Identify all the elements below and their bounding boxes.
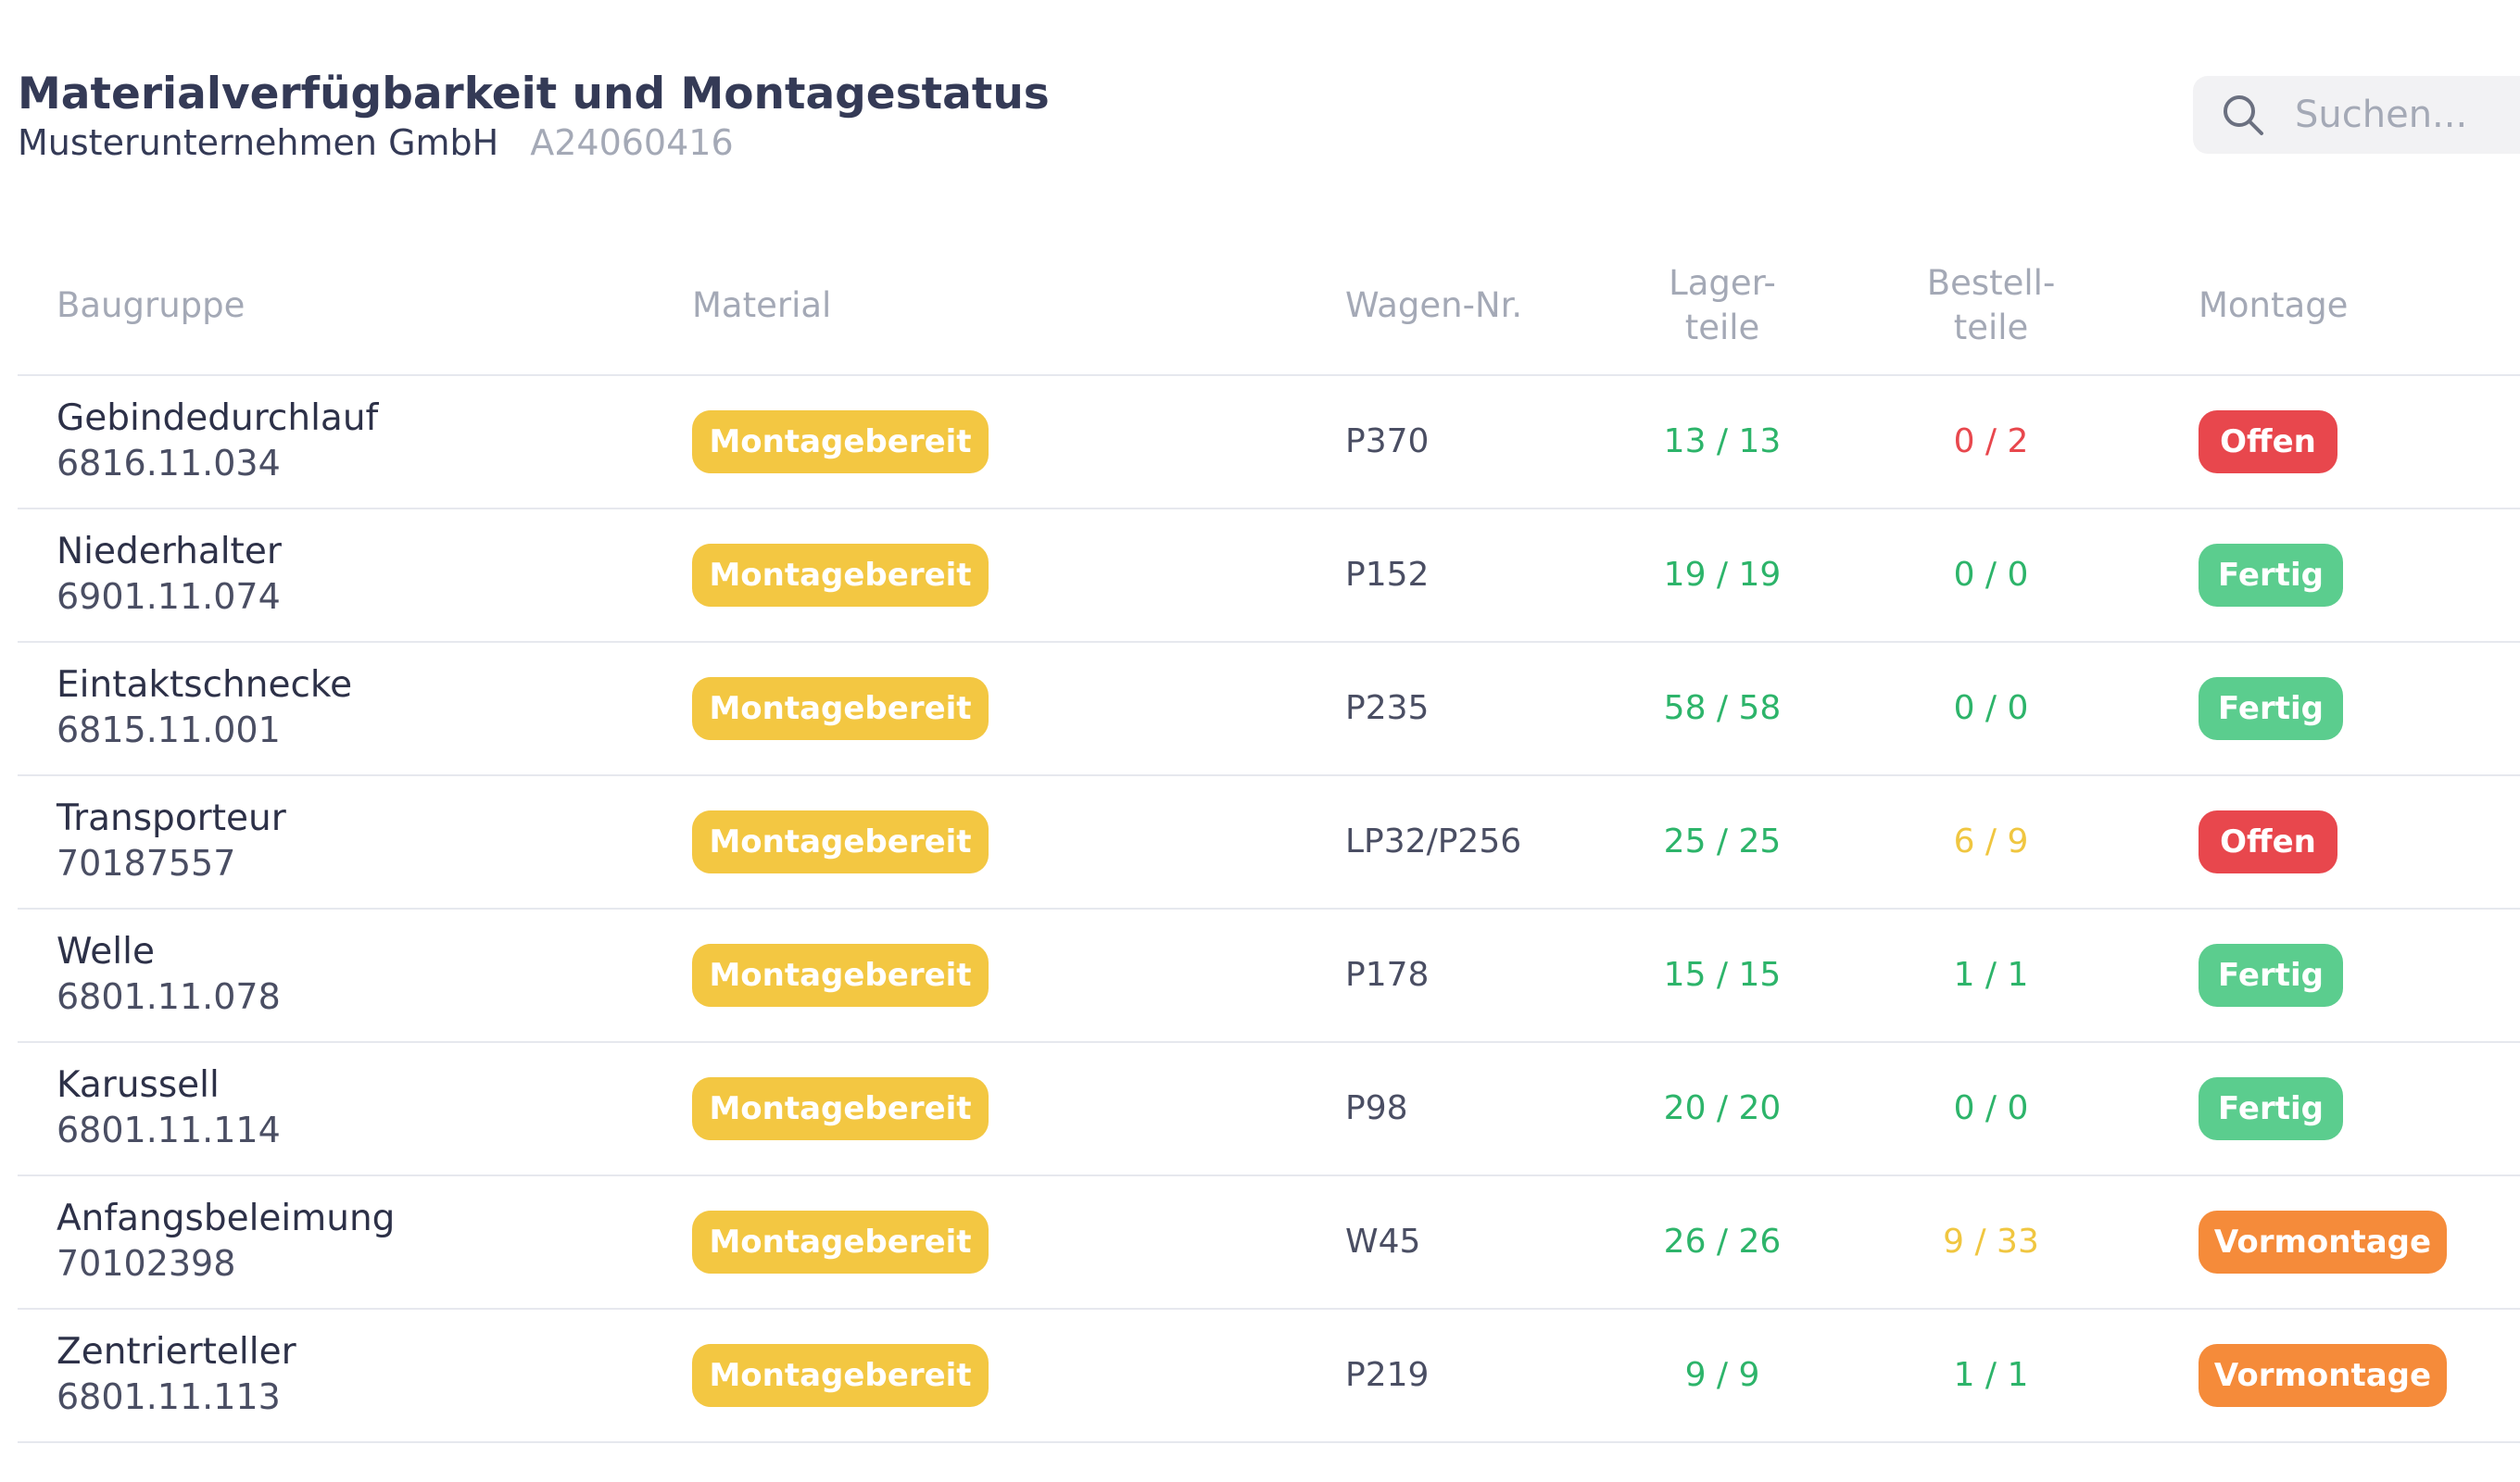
assembly-status-badge[interactable]: Vormontage [2199, 1344, 2447, 1407]
assembly-name: Transporteur [57, 798, 286, 839]
column-header-order-line1: Bestell- [1926, 263, 2056, 303]
column-header-stock-line2: teile [1684, 308, 1760, 347]
assembly-cell: Gebindedurchlauf 6816.11.034 [57, 396, 378, 485]
material-status-badge: Montagebereit [692, 810, 989, 873]
material-status-badge: Montagebereit [692, 544, 989, 607]
assembly-cell: Karussell 6801.11.114 [57, 1063, 281, 1152]
material-status-badge: Montagebereit [692, 1077, 989, 1140]
material-status-badge: Montagebereit [692, 410, 989, 473]
assembly-number: 6816.11.034 [57, 443, 281, 484]
table-row[interactable]: Anfangsbeleimung 70102398 Montagebereit W45… [18, 1176, 2520, 1310]
order-parts-count: 0 / 2 [1953, 422, 2029, 460]
order-parts-count: 0 / 0 [1953, 556, 2029, 594]
assembly-number: 70187557 [57, 843, 236, 884]
stock-parts-count: 15 / 15 [1663, 956, 1782, 994]
assembly-cell: Eintaktschnecke 6815.11.001 [57, 663, 352, 752]
column-header-stock-line1: Lager- [1669, 263, 1776, 303]
material-status-badge: Montagebereit [692, 944, 989, 1007]
column-header-order-parts[interactable]: Bestell- teile [1898, 261, 2084, 350]
wagon-number: P178 [1345, 956, 1430, 994]
wagon-number: P235 [1345, 689, 1430, 727]
order-parts-count: 0 / 0 [1953, 689, 2029, 727]
assembly-number: 6815.11.001 [57, 710, 281, 750]
assembly-name: Zentrierteller [57, 1331, 296, 1373]
assembly-name: Niederhalter [57, 531, 282, 572]
material-status-badge: Montagebereit [692, 1344, 989, 1407]
table-body: Gebindedurchlauf 6816.11.034 Montagebereit… [18, 376, 2520, 1443]
assembly-name: Gebindedurchlauf [57, 397, 379, 439]
table-row[interactable]: Gebindedurchlauf 6816.11.034 Montagebereit… [18, 376, 2520, 509]
assembly-name: Eintaktschnecke [57, 664, 353, 706]
column-header-material[interactable]: Material [692, 285, 832, 325]
search-input[interactable] [2293, 93, 2520, 137]
table-header: Baugruppe Material Wagen-Nr. Lager- teil… [18, 243, 2520, 376]
assembly-status-badge[interactable]: Fertig [2199, 944, 2343, 1007]
column-header-order-line2: teile [1953, 308, 2029, 347]
table-row[interactable]: Welle 6801.11.078 Montagebereit P178 15 / 15… [18, 910, 2520, 1043]
search-box[interactable] [2193, 76, 2520, 154]
assembly-number: 6801.11.113 [57, 1376, 281, 1417]
table-row[interactable]: Karussell 6801.11.114 Montagebereit P98 20 /… [18, 1043, 2520, 1176]
assembly-status-badge[interactable]: Offen [2199, 410, 2337, 473]
assembly-cell: Welle 6801.11.078 [57, 930, 281, 1019]
material-status-badge: Montagebereit [692, 1211, 989, 1274]
assembly-status-badge[interactable]: Fertig [2199, 677, 2343, 740]
assembly-cell: Zentrierteller 6801.11.113 [57, 1330, 296, 1419]
wagon-number: P370 [1345, 422, 1430, 460]
assembly-status-badge[interactable]: Offen [2199, 810, 2337, 873]
page-header: Materialverfügbarkeit und Montagestatus … [18, 69, 1050, 165]
assembly-status-badge[interactable]: Fertig [2199, 1077, 2343, 1140]
assembly-number: 70102398 [57, 1243, 236, 1284]
material-status-badge: Montagebereit [692, 677, 989, 740]
order-parts-count: 0 / 0 [1953, 1089, 2029, 1127]
assembly-cell: Transporteur 70187557 [57, 797, 286, 885]
table-row[interactable]: Niederhalter 6901.11.074 Montagebereit P152… [18, 509, 2520, 643]
page-title: Materialverfügbarkeit und Montagestatus [18, 69, 1050, 119]
assembly-name: Welle [57, 931, 155, 973]
stock-parts-count: 25 / 25 [1663, 823, 1782, 860]
order-parts-count: 9 / 33 [1943, 1223, 2039, 1261]
page-subtitle: Musterunternehmen GmbH A24060416 [18, 120, 1050, 165]
wagon-number: P219 [1345, 1356, 1430, 1394]
assembly-status-badge[interactable]: Fertig [2199, 544, 2343, 607]
assembly-number: 6801.11.114 [57, 1110, 281, 1150]
assembly-cell: Niederhalter 6901.11.074 [57, 530, 282, 619]
company-name: Musterunternehmen GmbH [18, 122, 499, 163]
order-parts-count: 1 / 1 [1953, 1356, 2029, 1394]
assembly-name: Karussell [57, 1064, 220, 1106]
wagon-number: P98 [1345, 1089, 1408, 1127]
assembly-cell: Anfangsbeleimung 70102398 [57, 1197, 395, 1286]
assembly-status-badge[interactable]: Vormontage [2199, 1211, 2447, 1274]
column-header-stock-parts[interactable]: Lager- teile [1630, 261, 1815, 350]
column-header-wagon[interactable]: Wagen-Nr. [1345, 285, 1523, 325]
stock-parts-count: 19 / 19 [1663, 556, 1782, 594]
assembly-number: 6901.11.074 [57, 576, 281, 617]
search-icon [2221, 91, 2265, 139]
table-row[interactable]: Eintaktschnecke 6815.11.001 Montagebereit P… [18, 643, 2520, 776]
order-number: A24060416 [530, 122, 734, 163]
assembly-table: Baugruppe Material Wagen-Nr. Lager- teil… [18, 243, 2520, 1443]
wagon-number: P152 [1345, 556, 1430, 594]
wagon-number: LP32/P256 [1345, 823, 1522, 860]
stock-parts-count: 26 / 26 [1663, 1223, 1782, 1261]
order-parts-count: 6 / 9 [1953, 823, 2029, 860]
column-header-assembly[interactable]: Baugruppe [57, 285, 246, 325]
order-parts-count: 1 / 1 [1953, 956, 2029, 994]
wagon-number: W45 [1345, 1223, 1421, 1261]
stock-parts-count: 20 / 20 [1663, 1089, 1782, 1127]
stock-parts-count: 13 / 13 [1663, 422, 1782, 460]
stock-parts-count: 58 / 58 [1663, 689, 1782, 727]
table-row[interactable]: Transporteur 70187557 Montagebereit LP32/P2… [18, 776, 2520, 910]
assembly-number: 6801.11.078 [57, 976, 281, 1017]
table-row[interactable]: Zentrierteller 6801.11.113 Montagebereit P2… [18, 1310, 2520, 1443]
assembly-name: Anfangsbeleimung [57, 1198, 396, 1239]
stock-parts-count: 9 / 9 [1684, 1356, 1760, 1394]
column-header-assembly-status[interactable]: Montage [2199, 285, 2349, 325]
